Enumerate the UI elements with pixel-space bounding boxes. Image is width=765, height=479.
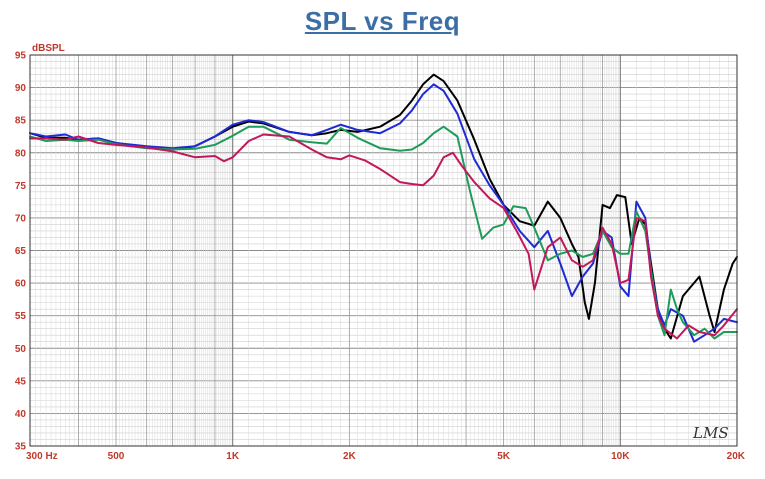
y-tick-label: 90	[15, 83, 27, 94]
x-tick-label: 5K	[497, 451, 511, 462]
series-line-2	[29, 83, 738, 343]
y-axis-label: dBSPL	[32, 43, 65, 54]
x-tick-label: 500	[108, 451, 125, 462]
y-tick-label: 80	[15, 148, 27, 159]
plot-frame	[29, 54, 738, 447]
watermark-lms: LMS	[692, 424, 729, 442]
y-tick-labels: 35 40 45 50 55 60 65 70 75 80 85 90 95	[15, 51, 27, 453]
x-tick-label: 300 Hz	[26, 451, 58, 462]
y-tick-label: 50	[15, 344, 27, 355]
series-lines	[29, 73, 738, 343]
y-tick-label: 75	[15, 181, 27, 192]
y-tick-label: 65	[15, 246, 27, 257]
grid	[29, 54, 738, 447]
series-line-1	[29, 73, 738, 340]
x-tick-label: 10K	[611, 451, 630, 462]
y-tick-label: 95	[15, 51, 27, 62]
y-tick-label: 45	[15, 376, 27, 387]
y-tick-label: 60	[15, 279, 27, 290]
x-tick-label: 1K	[226, 451, 240, 462]
y-tick-label: 40	[15, 409, 27, 420]
y-tick-label: 70	[15, 213, 27, 224]
y-tick-label: 35	[15, 442, 27, 453]
x-tick-labels: 300 Hz 500 1K 2K 5K 10K 20K	[26, 451, 746, 462]
x-tick-label: 20K	[727, 451, 746, 462]
y-tick-label: 85	[15, 116, 27, 127]
y-tick-label: 55	[15, 311, 27, 322]
x-tick-label: 2K	[343, 451, 357, 462]
series-line-4	[29, 133, 738, 340]
chart-title: SPL vs Freq	[304, 6, 461, 36]
